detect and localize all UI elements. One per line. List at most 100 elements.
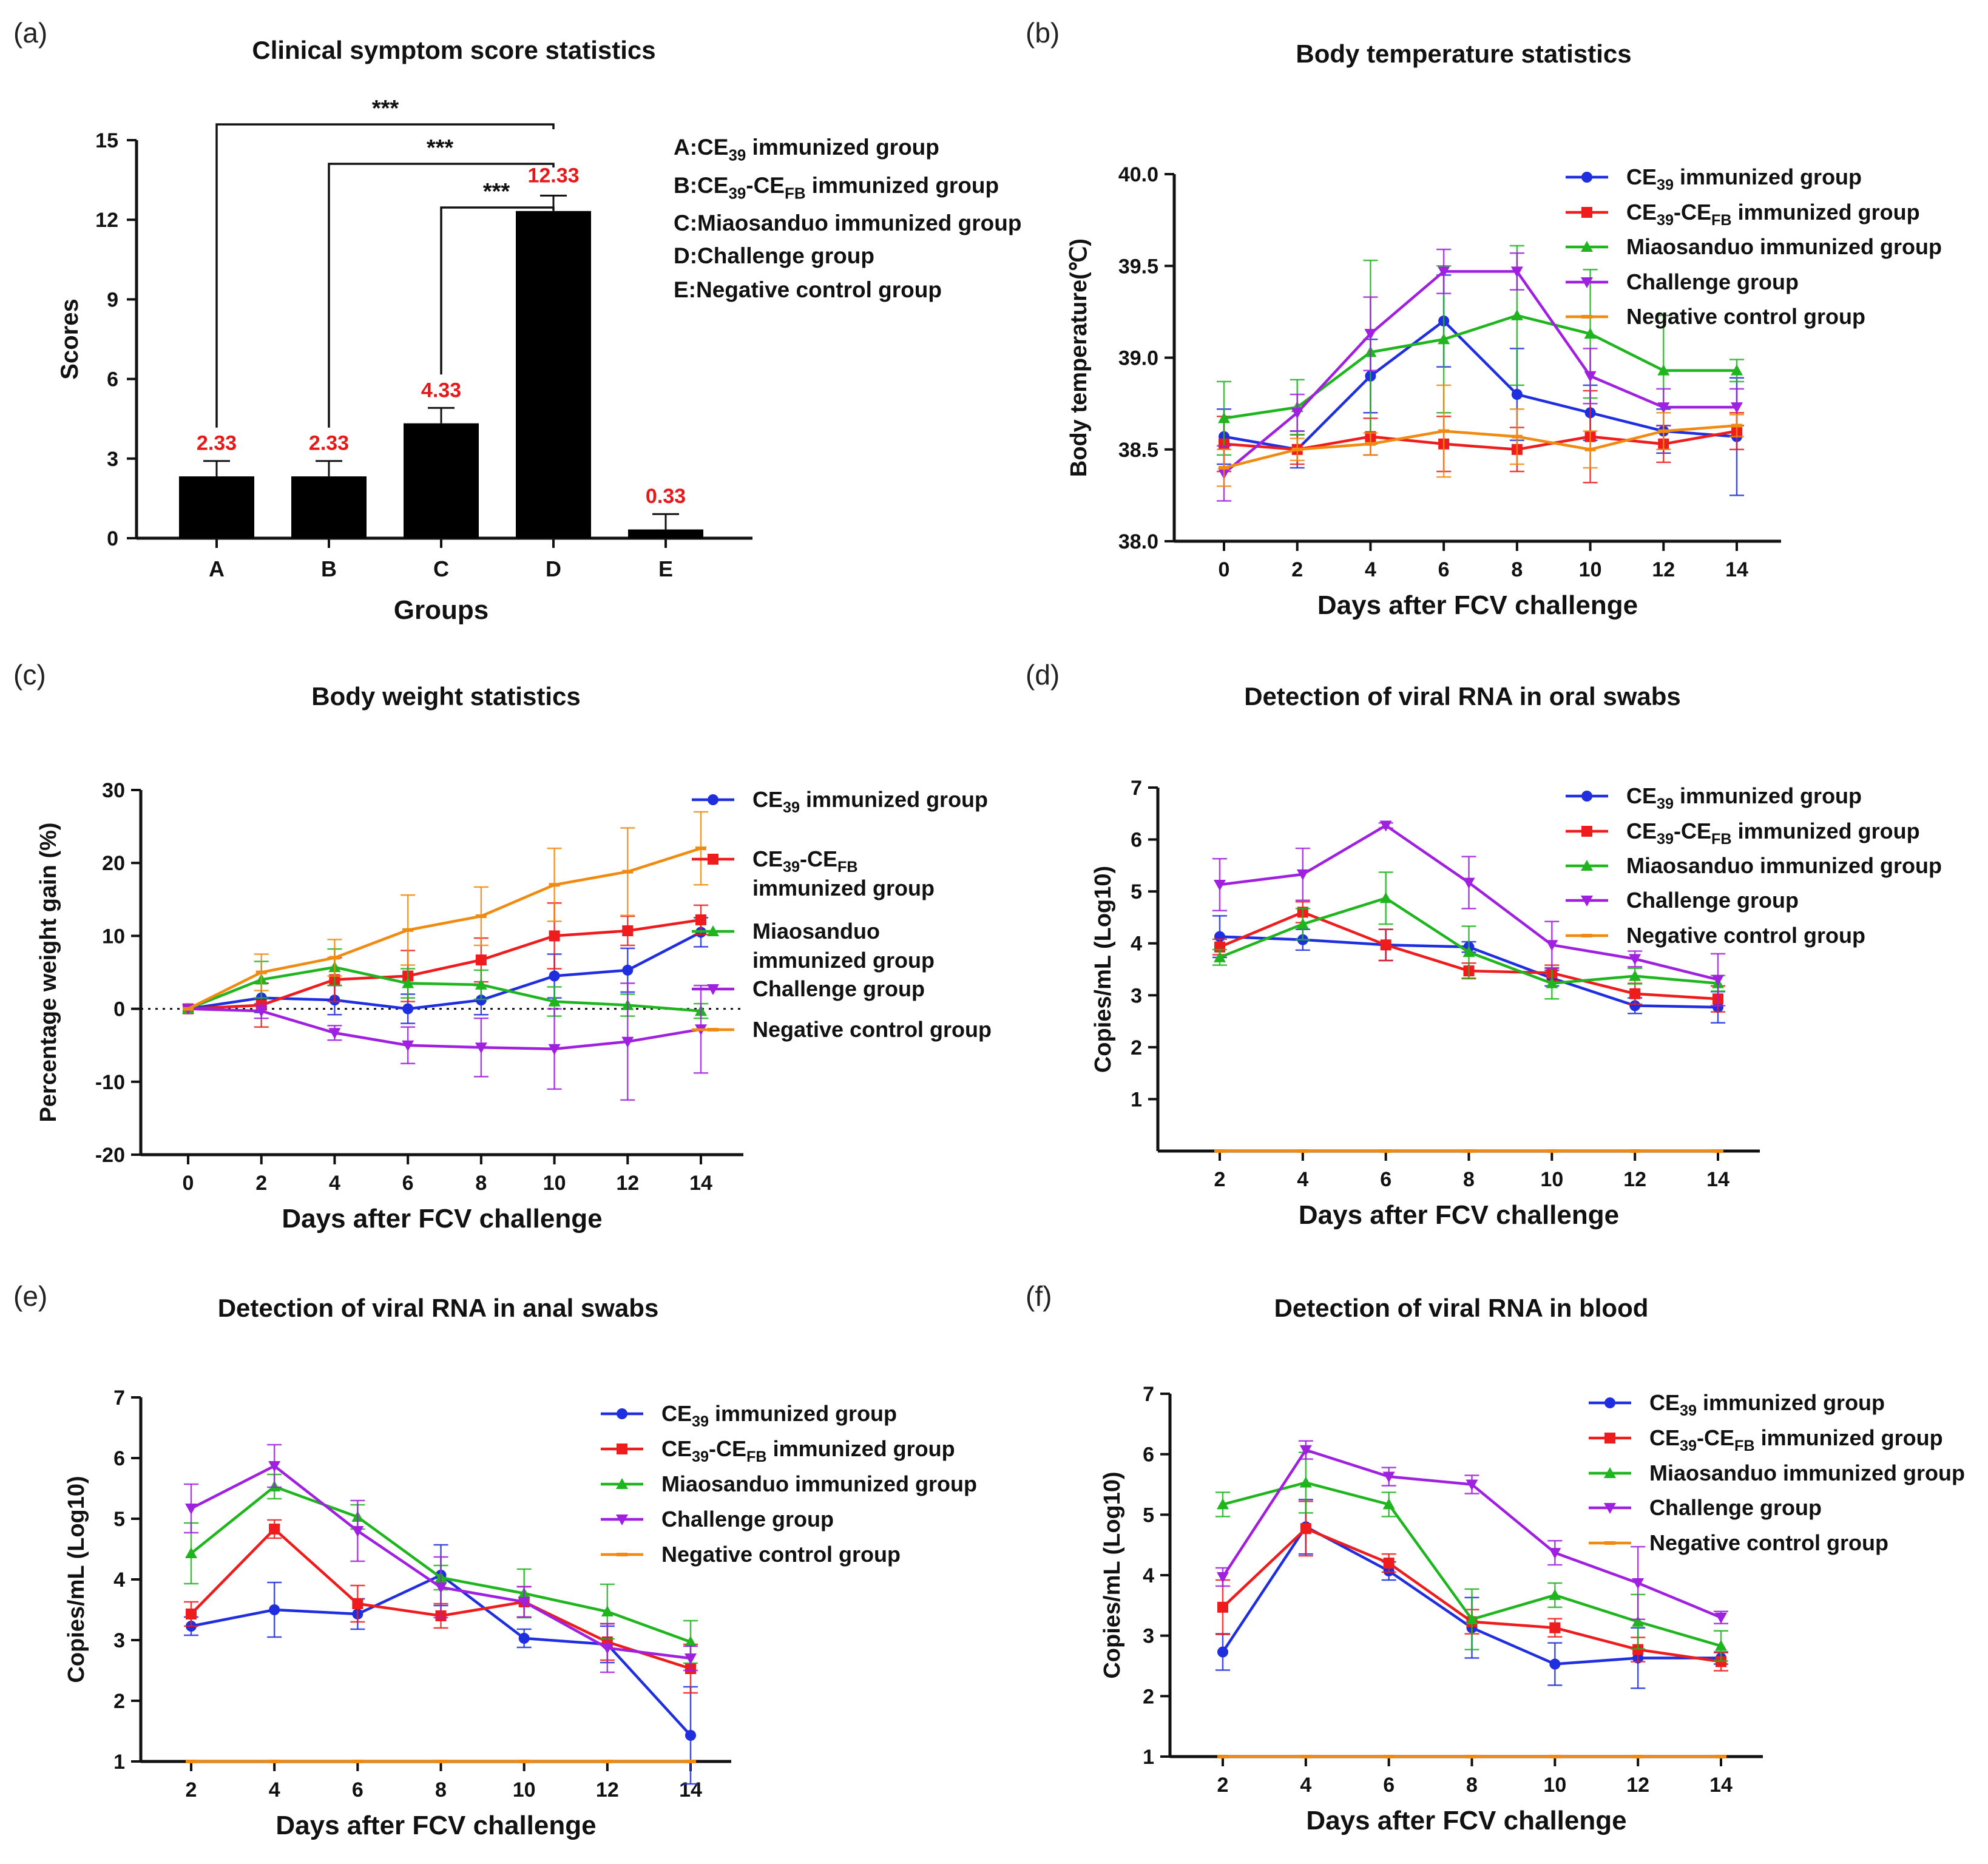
legend-label: C:Miaosanduo immunized group [674,211,1021,235]
x-axis-label: Days after FCV challenge [282,1204,602,1234]
data-point [1382,1498,1395,1510]
value-label: 2.33 [197,432,237,455]
legend-label: CE39-CEFB immunized group [1649,1425,1943,1454]
data-point [269,1524,280,1535]
y-tick-label: 5 [1143,1504,1154,1527]
legend-label: Negative control group [1649,1530,1888,1555]
x-tick-label: 10 [1543,1774,1566,1797]
significance-label: *** [483,179,510,204]
data-point [1510,266,1523,278]
data-point [1379,892,1392,903]
x-tick-label: 14 [1706,1168,1729,1191]
x-tick-label: 14 [689,1172,712,1195]
legend-marker [1581,241,1593,252]
y-tick-label: -20 [95,1144,125,1167]
panel-d: Detection of viral RNA in oral swabs1234… [1090,682,1942,1230]
data-point [1462,877,1475,889]
data-point [1296,918,1309,930]
legend-marker [1604,1503,1616,1514]
legend-marker [1604,1541,1615,1545]
legend-label: D:Challenge group [674,243,874,268]
data-point [1712,974,1724,986]
series-5 [1217,384,1744,487]
y-tick-label: 1 [113,1751,125,1774]
x-tick-label: 4 [329,1172,340,1195]
x-axis-label: Days after FCV challenge [1306,1806,1626,1835]
x-tick-label: 10 [543,1172,566,1195]
value-label: 2.33 [309,432,349,455]
legend: CE39 immunized group CE39-CEFB immunized … [1566,783,1942,948]
legend-label: immunized group [752,876,935,900]
legend-marker [707,984,719,995]
data-point [185,1547,197,1558]
data-point [352,1598,363,1609]
data-point [351,1526,364,1537]
data-point [1300,1755,1311,1758]
legend-label: Negative control group [661,1542,901,1567]
x-axis-label: Days after FCV challenge [1299,1200,1619,1230]
y-tick-label: 20 [102,852,125,875]
data-point [1629,970,1641,981]
series-4 [184,1444,698,1673]
legend-marker [1581,860,1593,871]
data-point [402,1003,414,1015]
legend-marker [708,794,718,805]
y-tick-label: 1 [1143,1746,1154,1769]
data-point [1511,389,1523,400]
y-tick-label: 40.0 [1118,163,1158,186]
x-tick-label: 10 [1579,558,1602,581]
y-axis-label: Percentage weight gain (%) [36,822,61,1122]
x-tick-label: 8 [435,1778,447,1802]
data-point [1549,1755,1561,1758]
x-tick-label: 0 [1219,558,1230,581]
y-tick-label: 5 [1131,880,1142,903]
data-point [685,1760,696,1763]
series-4 [1215,1440,1728,1624]
y-tick-label: 2 [113,1690,125,1713]
x-tick-label: 6 [1438,558,1450,581]
data-point [1217,1755,1228,1758]
data-point [1549,1622,1561,1633]
legend-label: CE39 immunized group [1626,783,1862,812]
legend-label: B:CE39-CEFB immunized group [674,173,999,202]
legend-marker [1581,896,1593,907]
chart-title: Clinical symptom score statistics [252,36,655,64]
y-tick-label: 7 [113,1386,125,1410]
y-tick-label: 38.5 [1118,439,1158,462]
data-point [1657,402,1670,414]
series-line [188,1007,702,1050]
y-tick-label: 2 [1131,1036,1142,1059]
y-tick-label: 0 [107,527,118,550]
legend-marker [617,1444,627,1454]
data-point [1466,1613,1478,1624]
panel-c: Body weight statistics -20 -10 0 10 20 30 0 2 4 6 8… [36,682,992,1234]
data-point [1383,1558,1395,1569]
x-tick-label: C [433,556,449,581]
y-tick-label: 4 [113,1569,125,1592]
data-point [1219,466,1229,470]
data-point [402,1040,414,1052]
data-point [1712,1149,1723,1153]
data-point [1629,954,1641,965]
y-axis-label: Copies/mL (Log10) [64,1476,89,1683]
x-tick-label: D [546,556,561,581]
legend-label: CE39 immunized group [1626,164,1862,194]
data-point [548,995,561,1007]
legend-label: Challenge group [752,976,925,1001]
legend-label: CE39 immunized group [752,787,988,816]
data-point [1731,424,1742,428]
series-5 [1217,1755,1726,1758]
legend-marker [1581,172,1592,183]
legend-label: CE39 immunized group [1649,1390,1885,1419]
y-tick-label: 38.0 [1118,530,1158,553]
legend-marker [617,1553,627,1556]
data-point [1629,1000,1641,1011]
panel-letter: (f) [1026,1280,1052,1312]
data-point [1296,869,1309,880]
x-tick-label: 14 [1709,1774,1733,1797]
data-point [1510,309,1523,320]
y-tick-label: 3 [1143,1625,1154,1648]
x-tick-label: 12 [596,1778,619,1802]
data-point [183,1007,194,1011]
data-point [1731,402,1743,414]
